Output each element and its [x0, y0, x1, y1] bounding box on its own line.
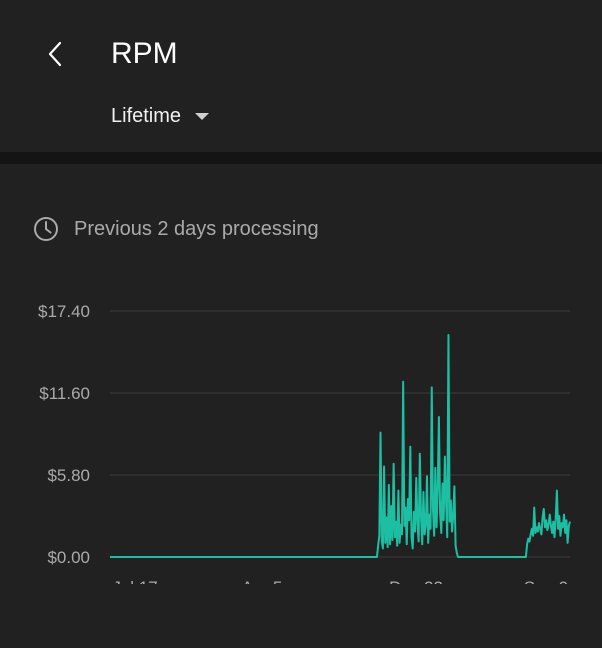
y-axis-ticks: $0.00 $5.80 $11.60 $17.40: [38, 302, 90, 567]
x-tick-label: Dec 22: [389, 578, 443, 584]
y-tick-label: $5.80: [47, 466, 90, 485]
header: RPM Lifetime: [0, 0, 602, 152]
x-tick-label: Jul 17: [112, 578, 157, 584]
x-tick-label: Apr 5: [242, 578, 283, 584]
section-divider: [0, 152, 602, 164]
processing-status-text: Previous 2 days processing: [74, 217, 319, 240]
y-tick-label: $17.40: [38, 302, 90, 321]
chevron-left-icon: [48, 41, 62, 67]
rpm-line-chart: $0.00 $5.80 $11.60 $17.40 Jul 17 Apr 5 Dec 22…: [38, 302, 571, 584]
page-title: RPM: [111, 37, 178, 70]
rpm-series-line: [110, 334, 571, 558]
back-button[interactable]: [36, 34, 76, 74]
clock-icon: [34, 217, 58, 241]
chart-card: Previous 2 days processing $0.00 $5.80 $11…: [0, 164, 602, 648]
x-axis-ticks: Jul 17 Apr 5 Dec 22 Sep 9: [112, 578, 568, 584]
date-range-dropdown[interactable]: Lifetime: [111, 100, 210, 132]
y-tick-label: $11.60: [39, 384, 90, 403]
date-range-label: Lifetime: [111, 105, 182, 127]
x-tick-label: Sep 9: [524, 578, 568, 584]
y-tick-label: $0.00: [47, 548, 90, 567]
processing-status: Previous 2 days processing: [33, 214, 319, 244]
caret-down-icon: [195, 112, 210, 120]
chart-grid: [110, 310, 570, 558]
